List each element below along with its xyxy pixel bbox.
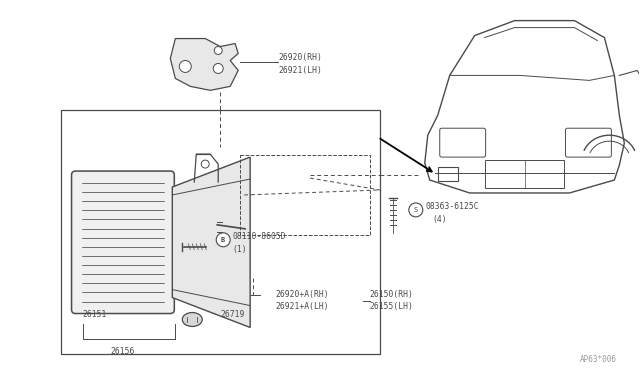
Text: 08110-8605D: 08110-8605D [232, 232, 286, 241]
Bar [61, 110, 380, 355]
Polygon shape [170, 39, 238, 90]
Text: 26920(RH): 26920(RH) [278, 53, 322, 62]
Bar [240, 155, 370, 235]
Text: AP63*006: AP63*006 [580, 355, 618, 364]
Circle shape [214, 46, 222, 54]
Circle shape [213, 64, 223, 73]
Text: 08363-6125C: 08363-6125C [426, 202, 479, 211]
Circle shape [179, 61, 191, 73]
Text: 26921+A(LH): 26921+A(LH) [275, 302, 329, 311]
Circle shape [409, 203, 423, 217]
Circle shape [201, 160, 209, 168]
Text: S: S [413, 207, 418, 213]
Polygon shape [425, 20, 625, 193]
Text: 26921(LH): 26921(LH) [278, 66, 322, 75]
Text: 26155(LH): 26155(LH) [370, 302, 414, 311]
FancyBboxPatch shape [72, 171, 174, 314]
Text: 26150(RH): 26150(RH) [370, 290, 414, 299]
Text: 26920+A(RH): 26920+A(RH) [275, 290, 329, 299]
Text: 26151: 26151 [83, 310, 107, 319]
Ellipse shape [182, 312, 202, 327]
Circle shape [216, 233, 230, 247]
Text: (1): (1) [232, 245, 247, 254]
Polygon shape [172, 157, 250, 327]
Bar [438, 167, 458, 181]
Text: B: B [221, 237, 225, 243]
Bar [484, 160, 564, 188]
Text: (4): (4) [433, 215, 447, 224]
Text: 26719: 26719 [220, 310, 244, 319]
Text: 26156: 26156 [111, 347, 135, 356]
